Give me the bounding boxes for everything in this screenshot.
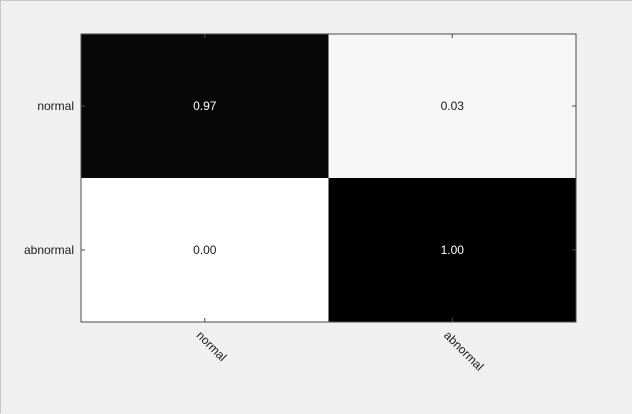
cell-value-label: 0.97	[193, 99, 217, 113]
x-tick-label: abnormal	[441, 328, 486, 373]
y-tick-labels: normal abnormal	[24, 99, 74, 257]
cell-value-label: 1.00	[441, 243, 465, 257]
y-tick-label: abnormal	[24, 243, 74, 257]
axis-ticks	[81, 34, 576, 322]
y-tick-label: normal	[37, 99, 74, 113]
heatmap-cell-normal-normal	[81, 34, 329, 178]
heatmap-cells	[81, 34, 576, 322]
heatmap-cell-abnormal-normal	[81, 178, 329, 322]
cell-value-label: 0.03	[441, 99, 465, 113]
x-tick-labels: normal abnormal	[194, 328, 487, 373]
axes-frame	[80, 33, 577, 323]
cell-value-label: 0.00	[193, 243, 217, 257]
x-tick-label: normal	[194, 328, 230, 364]
heatmap-cell-normal-abnormal	[328, 34, 576, 178]
heatmap-cell-abnormal-abnormal	[328, 178, 576, 322]
cell-value-labels: 0.97 0.03 0.00 1.00	[193, 99, 464, 257]
